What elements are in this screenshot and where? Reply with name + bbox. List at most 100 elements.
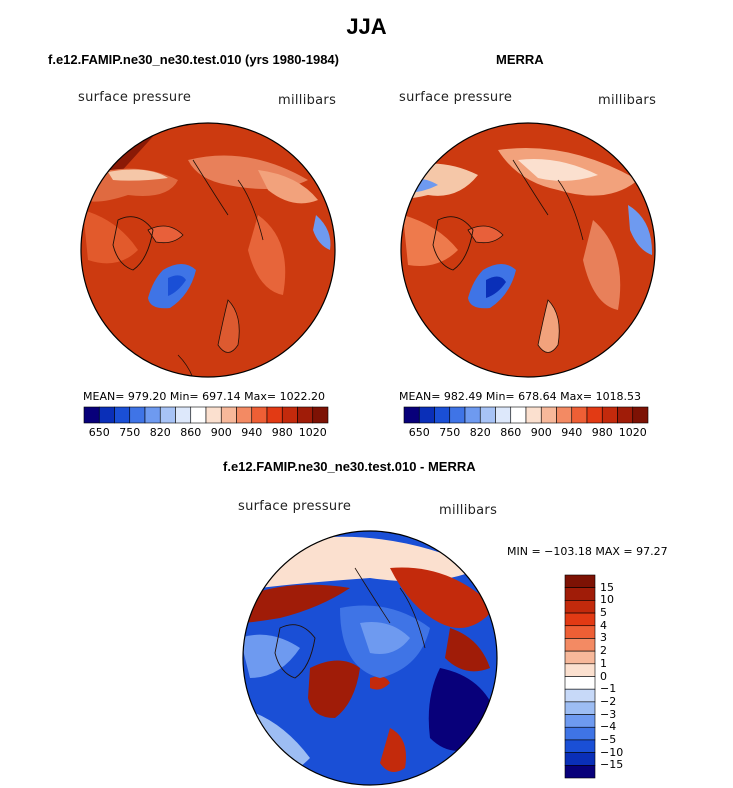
panel-2-colorbar-box [540, 406, 557, 424]
panel-3-colorbar-tick-label: 4 [600, 618, 607, 632]
panel-3-colorbar-box [564, 638, 596, 652]
panel-3-colorbar-box [564, 574, 596, 588]
panel-1-colorbar-box [159, 406, 176, 424]
panel-3-variable-label: surface pressure [238, 499, 352, 514]
panel-2-colorbar-tick-label: 980 [591, 426, 613, 439]
panel-1-colorbar-ticks: 650 750 820 860 900 940 980 1020 [84, 426, 328, 440]
panel-2-colorbar-tick-label: 860 [500, 426, 522, 439]
panel-1-colorbar-box [251, 406, 268, 424]
panel-2-stats: MEAN= 982.49 Min= 678.64 Max= 1018.53 [399, 390, 642, 403]
panel-1-colorbar-box [129, 406, 146, 424]
panel-3-colorbar-box [564, 676, 596, 690]
panel-3-colorbar [564, 574, 596, 779]
panel-1-colorbar-box [98, 406, 115, 424]
panel-2-colorbar-box [464, 406, 481, 424]
panel-2-variable-label: surface pressure [399, 90, 513, 105]
panel-1-colorbar-tick-label: 940 [241, 426, 263, 439]
panel-2-colorbar-tick-label: 900 [530, 426, 552, 439]
panel-3-difference-map [242, 530, 498, 786]
panel-1-colorbar-tick-label: 1020 [298, 426, 327, 439]
panel-1-colorbar-box [281, 406, 298, 424]
panel-1-colorbar-tick-label: 860 [180, 426, 202, 439]
panel-2-colorbar-box [495, 406, 512, 424]
panel-3-colorbar-box [564, 688, 596, 703]
panel-1-colorbar-box [220, 406, 237, 424]
panel-1-colorbar-tick-label: 820 [149, 426, 171, 439]
panel-2-colorbar-box [479, 406, 496, 424]
panel-3-colorbar-box [564, 625, 596, 639]
panel-1-title: f.e12.FAMIP.ne30_ne30.test.010 (yrs 1980… [48, 52, 339, 67]
panel-1-colorbar-tick-label: 900 [210, 426, 232, 439]
panel-1-colorbar-box [266, 406, 283, 424]
panel-3-colorbar-tick-label: −1 [600, 682, 617, 696]
panel-3-colorbar-tick-label: 5 [600, 606, 607, 620]
panel-3-colorbar-tick-label: 10 [600, 593, 614, 607]
panel-3-colorbar-box [564, 714, 596, 728]
panel-2-colorbar-box [418, 406, 435, 424]
panel-2-colorbar-box [556, 406, 573, 424]
panel-3-colorbar-box [564, 701, 596, 715]
panel-2-colorbar-tick-label: 750 [439, 426, 461, 439]
panel-3-colorbar-box [564, 612, 596, 627]
panel-2-colorbar-box [586, 406, 603, 424]
panel-2-colorbar-box [449, 406, 466, 424]
panel-1-stats: MEAN= 979.20 Min= 697.14 Max= 1022.20 [83, 390, 326, 403]
panel-1-colorbar-box [144, 406, 161, 424]
panel-2-colorbar-tick-label: 940 [561, 426, 583, 439]
panel-1-colorbar-box [190, 406, 207, 424]
panel-3-colorbar-tick-label: −2 [600, 694, 617, 708]
panel-3-colorbar-box [564, 650, 596, 665]
panel-1-colorbar-box [297, 406, 314, 424]
panel-3-stats: MIN = −103.18 MAX = 97.27 [507, 545, 668, 558]
panel-3-title: f.e12.FAMIP.ne30_ne30.test.010 - MERRA [223, 459, 476, 474]
panel-3-colorbar-tick-label: 0 [600, 669, 607, 683]
panel-2-colorbar-box [434, 406, 451, 424]
panel-1-colorbar-tick-label: 750 [119, 426, 141, 439]
panel-1-polar-map [80, 122, 336, 378]
panel-3-units-label: millibars [439, 503, 498, 518]
panel-2-colorbar [403, 406, 649, 424]
panel-2-colorbar-ticks: 650 750 820 860 900 940 980 1020 [404, 426, 648, 440]
panel-1-colorbar-box [175, 406, 192, 424]
panel-3-colorbar-tick-label: 2 [600, 644, 607, 658]
panel-2-colorbar-box [510, 406, 527, 424]
panel-2-colorbar-tick-label: 1020 [618, 426, 647, 439]
panel-2-units-label: millibars [598, 93, 657, 108]
panel-2-colorbar-box [571, 406, 588, 424]
panel-3-colorbar-box [564, 587, 596, 601]
panel-3-colorbar-box [564, 752, 596, 766]
panel-3-colorbar-tick-label: −3 [600, 707, 617, 721]
panel-3-colorbar-box [564, 765, 596, 779]
panel-2-colorbar-box [632, 406, 649, 424]
panel-1-colorbar-box [236, 406, 253, 424]
panel-1-colorbar-tick-label: 650 [88, 426, 110, 439]
panel-3-colorbar-box [564, 726, 596, 741]
panel-2-colorbar-box [525, 406, 542, 424]
panel-3-colorbar-box [564, 600, 596, 614]
panel-1-units-label: millibars [278, 93, 337, 108]
panel-1-colorbar-box [114, 406, 131, 424]
panel-1-variable-label: surface pressure [78, 90, 192, 105]
panel-3-colorbar-box [564, 739, 596, 753]
panel-2-polar-map [400, 122, 656, 378]
panel-3-colorbar-box [564, 663, 596, 677]
panel-1-colorbar-box [205, 406, 222, 424]
panel-2-colorbar-tick-label: 820 [469, 426, 491, 439]
panel-1-colorbar-box [83, 406, 100, 424]
panel-1-colorbar-tick-label: 980 [271, 426, 293, 439]
panel-3-colorbar-tick-label: −5 [600, 732, 617, 746]
panel-3-colorbar-tick-label: 1 [600, 656, 607, 670]
panel-3-colorbar-tick-label: 3 [600, 631, 607, 645]
panel-2-colorbar-box [617, 406, 634, 424]
panel-2-colorbar-tick-label: 650 [408, 426, 430, 439]
panel-3-colorbar-ticks: 15 10 5 4 3 2 1 0 −1 −2 −3 −4 −5 −10 −15 [600, 575, 640, 778]
panel-2-colorbar-box [601, 406, 618, 424]
figure-title: JJA [346, 14, 387, 39]
panel-3-colorbar-tick-label: −15 [600, 758, 624, 772]
panel-1-colorbar-box [312, 406, 329, 424]
panel-3-colorbar-tick-label: −4 [600, 720, 617, 734]
panel-2-colorbar-box [403, 406, 420, 424]
panel-3-colorbar-tick-label: −10 [600, 745, 624, 759]
panel-3-colorbar-tick-label: 15 [600, 580, 614, 594]
panel-1-colorbar [83, 406, 329, 424]
